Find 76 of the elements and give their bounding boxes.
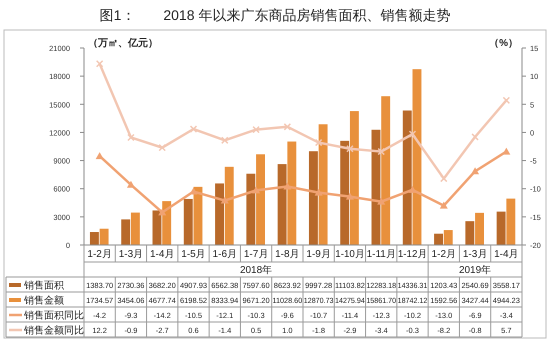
bar [318, 124, 328, 245]
bar [215, 183, 224, 245]
point [283, 182, 292, 190]
legend-label: 销售金额 [23, 294, 64, 306]
x-tick-label: 1-10月 [335, 249, 366, 260]
point [96, 60, 104, 68]
point [377, 198, 386, 205]
bar [224, 166, 234, 245]
bar [381, 96, 390, 245]
bar [184, 198, 193, 245]
x-tick-label: 1-3月 [118, 249, 144, 260]
bar [152, 210, 162, 245]
bar [278, 164, 287, 245]
x-tick-label: 1-2月 [87, 249, 112, 260]
point [346, 192, 354, 200]
bar [308, 151, 318, 245]
bar [506, 198, 516, 245]
bar [465, 221, 474, 245]
bar [130, 212, 140, 245]
legend-label: 销售面积同比 [23, 310, 84, 322]
point [126, 180, 135, 188]
bar [496, 212, 506, 245]
point [346, 145, 354, 152]
y2-axis-title: （%） [489, 38, 518, 49]
bar [372, 130, 380, 245]
bar [162, 201, 172, 245]
bar [412, 69, 422, 245]
y-axis-title: （万㎡、亿元） [88, 37, 158, 49]
point [252, 186, 260, 194]
point [190, 125, 198, 133]
x-tick-label: 1-4月 [494, 249, 519, 260]
point [408, 186, 416, 193]
text: 2018年 [240, 265, 272, 276]
chart-title: 图1： 2018 年以来广东商品房销售面积、销售额走势 [100, 7, 450, 23]
bar [121, 219, 130, 245]
bar [434, 234, 444, 245]
point [471, 133, 479, 141]
bar [475, 212, 484, 245]
legend-label: 销售面积 [23, 280, 64, 292]
x-tick-label: 1-8月 [275, 249, 300, 260]
bar [256, 154, 265, 245]
point [377, 148, 385, 156]
x-tick-label: 1-4月 [150, 249, 174, 260]
bar [402, 110, 412, 245]
bar [90, 232, 99, 245]
point [158, 208, 166, 216]
bar [246, 174, 256, 245]
bar [194, 186, 202, 245]
x-tick-label: 1-5月 [181, 249, 206, 260]
point [221, 136, 229, 144]
point [96, 152, 104, 160]
x-tick-label: 1-3月 [462, 249, 488, 260]
x-tick-label: 1-11月 [366, 249, 396, 260]
point [284, 123, 292, 131]
legend-label: 销售金额同比 [23, 324, 84, 336]
x-tick-label: 1-9月 [306, 249, 331, 260]
x-tick-label: 1-2月 [432, 249, 456, 260]
point [440, 202, 448, 209]
text: 2019年 [458, 265, 492, 276]
point [471, 167, 480, 174]
point [252, 126, 260, 134]
point [220, 196, 229, 204]
point [314, 138, 322, 146]
bar [350, 111, 359, 245]
point [408, 130, 416, 138]
bar [340, 140, 350, 245]
bar [287, 142, 296, 245]
point [314, 188, 323, 196]
x-tick-label: 1-6月 [212, 249, 238, 260]
point [127, 134, 135, 142]
point [502, 96, 510, 104]
x-tick-label: 1-12月 [398, 249, 428, 260]
bar [444, 230, 453, 245]
point [158, 144, 166, 152]
x-tick-label: 1-7月 [244, 249, 268, 260]
bar [100, 228, 109, 245]
